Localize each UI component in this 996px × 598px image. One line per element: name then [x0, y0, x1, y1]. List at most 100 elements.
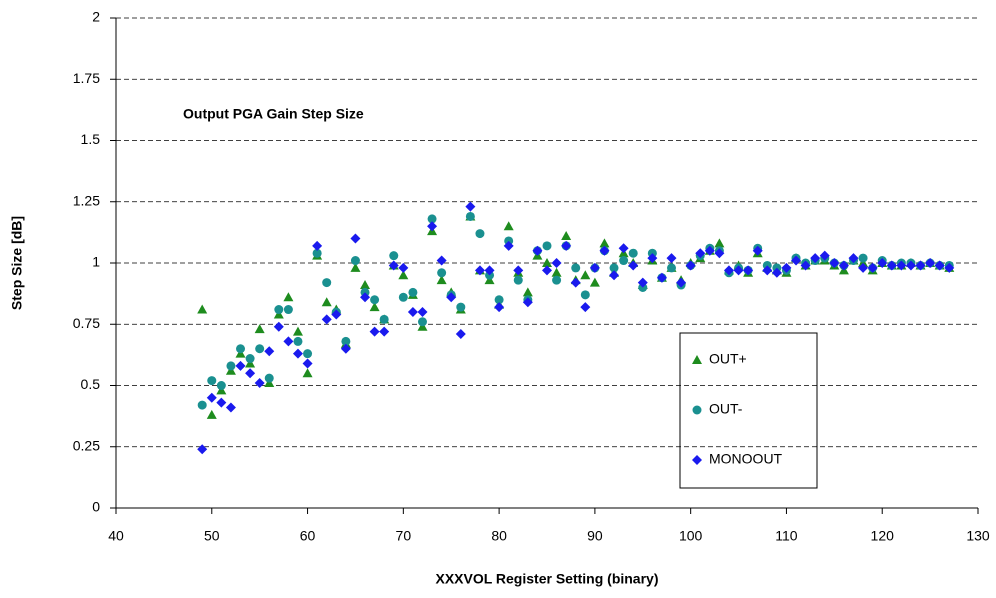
point [207, 376, 217, 386]
point [599, 238, 610, 248]
point [312, 248, 322, 258]
point [810, 253, 821, 264]
point [695, 248, 706, 259]
y-tick-label: 1 [92, 254, 100, 270]
point [360, 280, 371, 290]
point [915, 260, 926, 271]
point [255, 344, 265, 354]
point [676, 277, 687, 288]
point [484, 265, 495, 276]
legend-label: OUT- [709, 401, 743, 417]
x-tick-label: 90 [587, 528, 603, 544]
point [225, 402, 236, 413]
x-tick-label: 80 [491, 528, 507, 544]
point [877, 258, 888, 268]
point [704, 245, 715, 256]
point [437, 268, 447, 278]
point [379, 326, 390, 337]
point [522, 287, 533, 297]
point [312, 240, 323, 251]
x-tick-label: 120 [871, 528, 895, 544]
y-tick-label: 0.25 [73, 437, 100, 453]
point [494, 302, 505, 313]
point [389, 251, 399, 261]
point [398, 292, 408, 302]
point [379, 314, 389, 324]
point [503, 240, 514, 251]
point [666, 253, 677, 264]
point [303, 349, 313, 359]
point [637, 277, 648, 288]
point [360, 292, 371, 303]
point [714, 238, 725, 248]
chart-annotation: Output PGA Gain Step Size [183, 106, 364, 122]
y-tick-label: 1.25 [73, 192, 100, 208]
point [350, 233, 361, 244]
point [446, 292, 457, 303]
point [369, 326, 380, 337]
legend-marker [692, 355, 702, 364]
point [858, 253, 868, 263]
point [302, 358, 313, 369]
y-tick-label: 0.5 [81, 376, 101, 392]
point [685, 260, 696, 271]
point [762, 265, 773, 276]
point [427, 221, 438, 232]
x-tick-label: 40 [108, 528, 124, 544]
point [408, 287, 418, 297]
point [580, 290, 590, 300]
point [944, 262, 955, 273]
y-tick-label: 1.5 [81, 131, 101, 147]
point [236, 344, 246, 354]
x-tick-label: 50 [204, 528, 220, 544]
point [321, 297, 332, 307]
point [551, 258, 562, 268]
point [283, 305, 293, 315]
point [475, 229, 485, 239]
point [647, 253, 658, 264]
point [322, 278, 332, 288]
point [858, 262, 869, 273]
point [427, 214, 437, 224]
point [474, 265, 485, 276]
point [570, 277, 581, 288]
point [292, 348, 303, 359]
y-tick-label: 2 [92, 9, 100, 25]
point [398, 270, 409, 280]
point [350, 256, 360, 266]
point [619, 256, 629, 266]
point [829, 258, 840, 268]
point [321, 314, 332, 325]
point [341, 336, 351, 346]
point [456, 302, 466, 312]
point [513, 265, 524, 276]
point [350, 262, 361, 272]
x-tick-label: 60 [300, 528, 316, 544]
point [283, 292, 294, 302]
point [331, 309, 342, 320]
point [752, 245, 763, 256]
point [293, 336, 303, 346]
point [245, 354, 255, 364]
point [723, 265, 734, 276]
x-tick-label: 110 [775, 528, 798, 544]
point [455, 329, 466, 340]
point [302, 368, 313, 378]
point [551, 267, 562, 277]
legend-box [679, 332, 818, 489]
point [292, 326, 303, 336]
point [398, 262, 409, 273]
point [513, 275, 523, 285]
point [552, 275, 562, 285]
point [494, 295, 504, 305]
point [800, 260, 811, 271]
point [542, 258, 552, 267]
x-tick-label: 130 [966, 528, 990, 544]
point [542, 241, 552, 251]
point [589, 262, 600, 273]
point [436, 275, 447, 285]
point [503, 221, 514, 231]
point [589, 277, 600, 287]
point [273, 321, 284, 332]
y-tick-label: 0.75 [73, 315, 100, 331]
